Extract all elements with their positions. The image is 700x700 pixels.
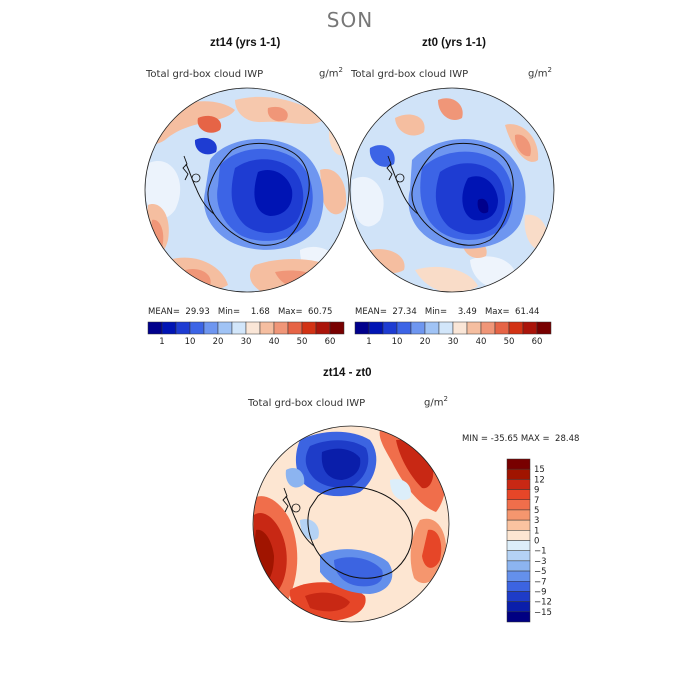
colorbar-zt0-swatch: [368, 321, 384, 335]
colorbar-zt14-swatch: [287, 321, 303, 335]
colorbar-zt14-swatch: [245, 321, 261, 335]
colorbar-difference-label: −12: [534, 598, 552, 608]
colorbar-zt0-label: 60: [532, 337, 543, 347]
colorbar-zt0-swatch: [410, 321, 426, 335]
panel-2-variable: Total grd-box cloud IWP: [351, 69, 469, 80]
colorbar-zt14-label: 10: [185, 337, 196, 347]
colorbar-zt14-swatch: [161, 321, 177, 335]
panel-1-title: zt14 (yrs 1-1): [210, 37, 281, 49]
panel-3-stats: MIN = -35.65 MAX = 28.48: [462, 434, 580, 444]
colorbar-difference-label: −3: [534, 557, 547, 567]
colorbar-difference-swatch: [506, 458, 531, 470]
map-zt0-border: [349, 87, 555, 293]
colorbar-zt14-swatch: [217, 321, 233, 335]
colorbar-difference-label: 5: [534, 506, 539, 516]
colorbar-zt14-swatch: [273, 321, 289, 335]
colorbar-zt0-label: 40: [476, 337, 487, 347]
colorbar-difference-swatch: [506, 570, 531, 582]
colorbar-zt14-swatch: [147, 321, 163, 335]
colorbar-zt0-swatch: [494, 321, 510, 335]
colorbar-zt14: 1 10 20 30 40 50 60: [147, 321, 345, 347]
panel-2-units: g/m2: [528, 66, 552, 80]
map-zt14: [145, 88, 349, 292]
colorbar-zt14-swatch: [175, 321, 191, 335]
colorbar-zt14-swatch: [329, 321, 345, 335]
colorbar-zt0-label: 10: [392, 337, 403, 347]
map-zt14-border: [144, 87, 350, 293]
colorbar-zt14-label: 1: [159, 337, 164, 347]
colorbar-difference-label: 12: [534, 475, 545, 485]
colorbar-zt14-label: 50: [297, 337, 308, 347]
colorbar-difference-label: 7: [534, 496, 539, 506]
colorbar-difference-label: 15: [534, 465, 545, 475]
map-difference: [253, 426, 449, 622]
colorbar-zt14-swatch: [301, 321, 317, 335]
colorbar-zt0-label: 30: [448, 337, 459, 347]
colorbar-difference-swatch: [506, 468, 531, 480]
colorbar-zt14-swatch: [259, 321, 275, 335]
colorbar-zt14-swatch: [231, 321, 247, 335]
colorbar-difference-swatch: [506, 601, 531, 613]
colorbar-zt0-swatch: [382, 321, 398, 335]
colorbar-difference-label: 3: [534, 516, 539, 526]
colorbar-zt0-swatch: [354, 321, 370, 335]
colorbar-zt14-swatch: [203, 321, 219, 335]
colorbar-zt14-label: 40: [269, 337, 280, 347]
colorbar-difference-label: −15: [534, 608, 552, 618]
map-zt0: [350, 88, 554, 292]
colorbar-zt14-label: 60: [325, 337, 336, 347]
colorbar-zt14-swatch: [189, 321, 205, 335]
colorbar-zt0-swatch: [536, 321, 552, 335]
colorbar-difference-swatch: [506, 591, 531, 602]
colorbar-zt0-swatch: [480, 321, 496, 335]
colorbar-difference-swatch: [506, 479, 531, 490]
panel-2-stats: MEAN= 27.34 Min= 3.49 Max= 61.44: [355, 307, 540, 317]
colorbar-zt0-label: 50: [504, 337, 515, 347]
colorbar-zt14-swatch: [315, 321, 331, 335]
colorbar-difference-swatch: [506, 550, 531, 562]
colorbar-zt0-swatch: [396, 321, 412, 335]
panel-3-variable: Total grd-box cloud IWP: [248, 398, 366, 409]
colorbar-zt0-label: 20: [420, 337, 431, 347]
colorbar-zt0-swatch: [522, 321, 538, 335]
colorbar-difference-swatch: [506, 530, 531, 541]
panel-3-units: g/m2: [424, 395, 448, 409]
colorbar-zt0-label: 1: [366, 337, 371, 347]
colorbar-difference-swatch: [506, 489, 531, 500]
panel-3-title: zt14 - zt0: [323, 367, 372, 379]
panel-1-units: g/m2: [319, 66, 343, 80]
colorbar-difference-swatch: [506, 519, 531, 531]
panel-1-variable: Total grd-box cloud IWP: [146, 69, 264, 80]
colorbar-difference-swatch: [506, 611, 531, 623]
colorbar-difference-label: −7: [534, 577, 547, 587]
colorbar-zt0: 1 10 20 30 40 50 60: [354, 321, 552, 347]
colorbar-difference-label: 0: [534, 537, 539, 547]
colorbar-difference-label: 1: [534, 526, 539, 536]
colorbar-zt0-swatch: [438, 321, 454, 335]
colorbar-difference-label: −1: [534, 547, 547, 557]
colorbar-difference-label: −5: [534, 567, 547, 577]
map-difference-border: [252, 425, 450, 623]
colorbar-difference-swatch: [506, 499, 531, 511]
colorbar-zt0-swatch: [452, 321, 468, 335]
colorbar-zt14-label: 20: [213, 337, 224, 347]
colorbar-difference-swatch: [506, 540, 531, 551]
colorbar-zt0-swatch: [466, 321, 482, 335]
colorbar-difference-swatch: [506, 509, 531, 521]
colorbar-difference-label: −9: [534, 587, 547, 597]
colorbar-difference-swatch: [506, 581, 531, 592]
colorbar-zt0-swatch: [424, 321, 440, 335]
colorbar-zt0-swatch: [508, 321, 524, 335]
colorbar-zt14-label: 30: [241, 337, 252, 347]
figure-title: SON: [326, 8, 374, 32]
panel-2-title: zt0 (yrs 1-1): [422, 37, 486, 49]
colorbar-difference-swatch: [506, 560, 531, 572]
colorbar-difference-label: 9: [534, 486, 539, 496]
panel-1-stats: MEAN= 29.93 Min= 1.68 Max= 60.75: [148, 307, 333, 317]
